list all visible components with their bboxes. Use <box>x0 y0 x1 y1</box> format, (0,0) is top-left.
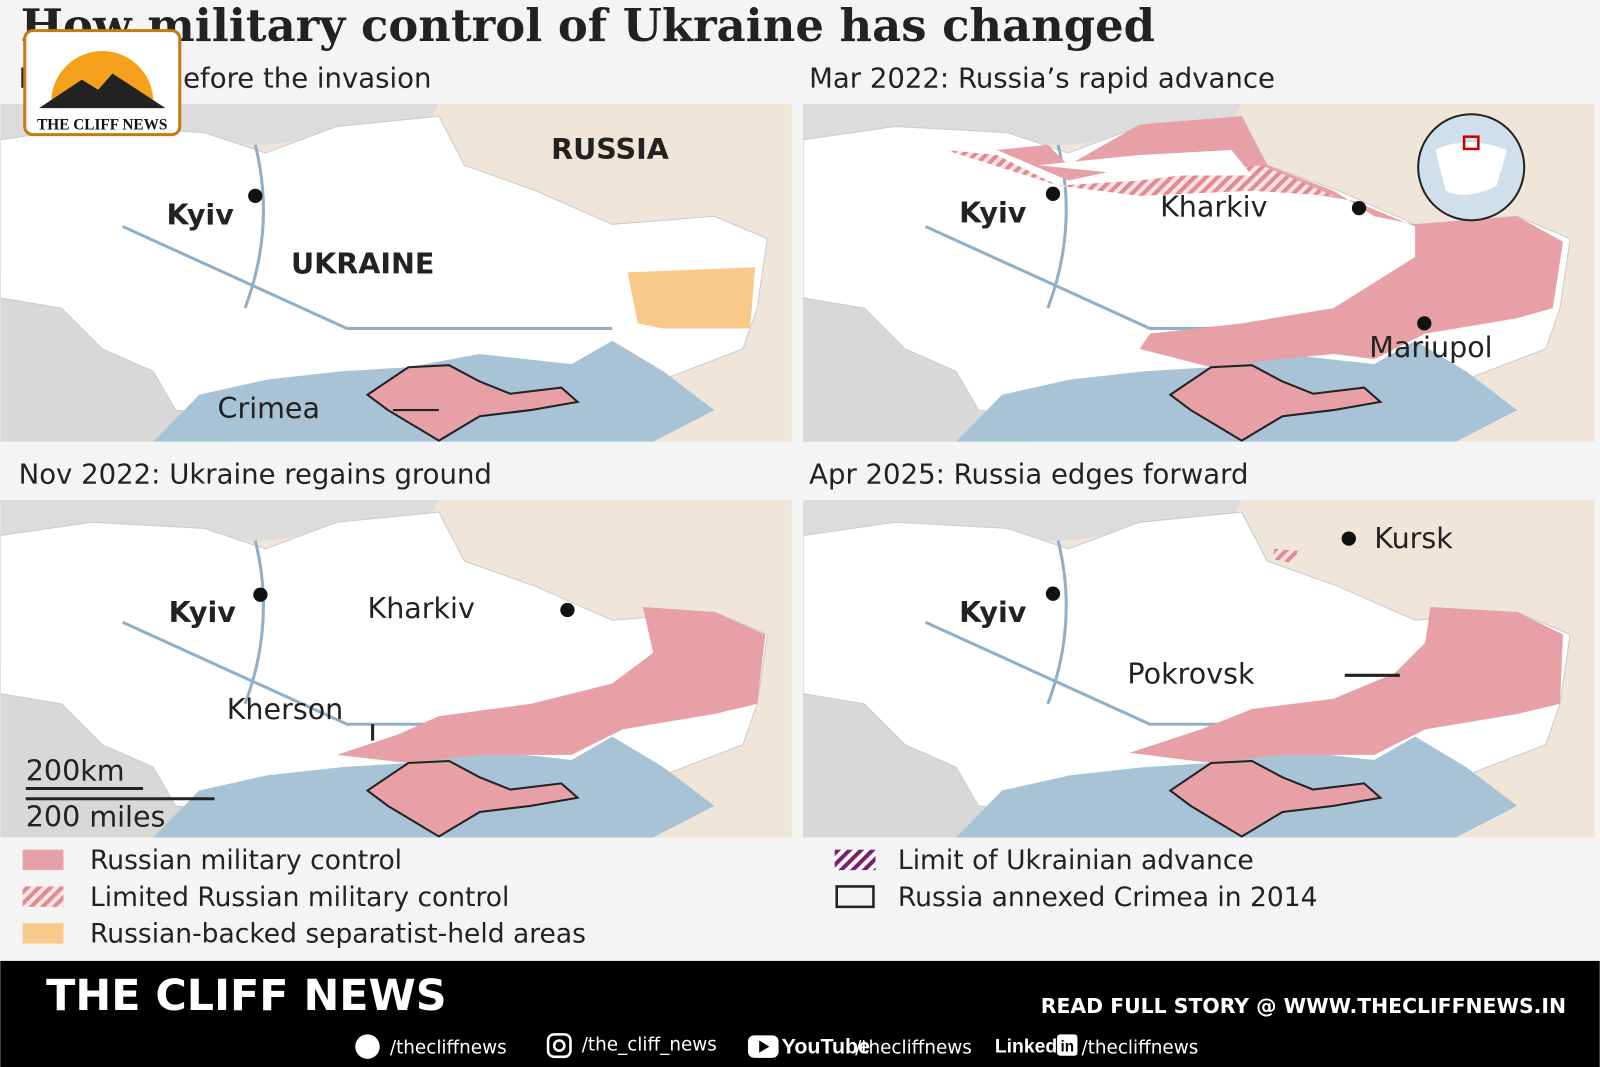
map-panel <box>803 104 1595 442</box>
city-label: Pokrovsk <box>1127 656 1255 690</box>
city-label: Kharkiv <box>367 591 475 625</box>
city-label: Kyiv <box>959 195 1027 229</box>
map-panel <box>803 499 1595 838</box>
scale-label: 200km <box>26 753 125 787</box>
legend-label: Limited Russian military control <box>90 882 509 913</box>
map-panel <box>0 104 792 442</box>
scale-label: 200 miles <box>26 799 166 833</box>
social-handle: /thecliffnews <box>390 1038 507 1059</box>
country-label: RUSSIA <box>551 132 669 166</box>
legend-label: Russia annexed Crimea in 2014 <box>898 882 1318 913</box>
footer-cta: READ FULL STORY @ WWW.THECLIFFNEWS.IN <box>1041 994 1566 1018</box>
city-label: Mariupol <box>1369 330 1492 364</box>
social-brand: Linked <box>995 1036 1057 1058</box>
footer-brand: THE CLIFF NEWS <box>46 971 447 1021</box>
legend-label: Russian-backed separatist-held areas <box>90 919 586 950</box>
social-handle: /thecliffnews <box>1082 1038 1199 1059</box>
region-label: Crimea <box>218 391 320 425</box>
city-label: Kyiv <box>959 595 1027 629</box>
logo-text: THE CLIFF NEWS <box>37 117 167 134</box>
panel-heading: Nov 2022: Ukraine regains ground <box>19 459 492 491</box>
social-handle: /the_cliff_news <box>582 1035 717 1056</box>
social-brand: YouTube <box>782 1035 870 1059</box>
city-label: Kyiv <box>169 595 237 629</box>
legend: Russian military control Limited Russian… <box>22 845 1318 950</box>
city-label: Kyiv <box>167 197 235 231</box>
footer: THE CLIFF NEWS READ FULL STORY @ WWW.THE… <box>0 960 1600 1067</box>
legend-label: Russian military control <box>90 845 402 876</box>
panel-heading: Mar 2022: Russia’s rapid advance <box>809 63 1275 95</box>
city-label: Kursk <box>1374 521 1453 555</box>
map-panel <box>0 499 792 838</box>
title: How military control of Ukraine has chan… <box>21 0 1155 52</box>
country-label: UKRAINE <box>291 246 434 280</box>
city-label: Kharkiv <box>1160 189 1268 223</box>
social-icon: in <box>1060 1039 1074 1056</box>
social-handle: /thecliffnews <box>855 1038 972 1059</box>
legend-label: Limit of Ukrainian advance <box>898 845 1254 876</box>
logo: THE CLIFF NEWS <box>23 29 182 137</box>
city-label: Kherson <box>227 692 344 726</box>
panel-heading: Apr 2025: Russia edges forward <box>809 459 1248 491</box>
